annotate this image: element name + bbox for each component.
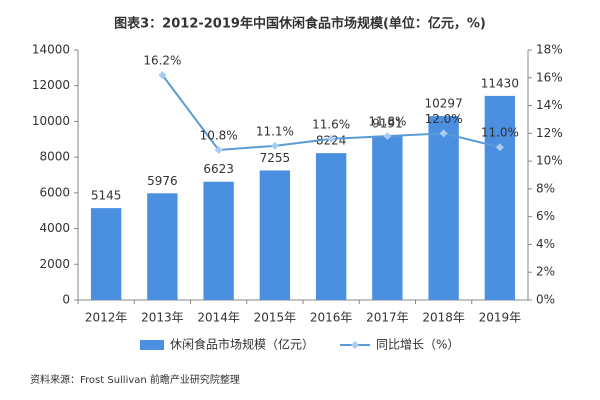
legend-swatch bbox=[140, 340, 164, 350]
bar bbox=[428, 116, 459, 300]
y-tick-label: 6000 bbox=[39, 185, 70, 199]
x-tick-label: 2013年 bbox=[141, 311, 184, 325]
bar bbox=[203, 181, 234, 300]
line-point bbox=[327, 134, 336, 143]
bar bbox=[147, 193, 178, 300]
y2-tick-label: 14% bbox=[536, 98, 563, 112]
line-value-label: 11.8% bbox=[368, 115, 406, 129]
bar-value-label: 9191 bbox=[372, 116, 403, 130]
y2-tick-label: 12% bbox=[536, 126, 563, 140]
bar-value-label: 10297 bbox=[425, 97, 463, 111]
x-tick-label: 2015年 bbox=[254, 311, 297, 325]
y2-tick-label: 16% bbox=[536, 70, 563, 84]
bar-value-label: 5145 bbox=[91, 189, 122, 203]
y2-tick-label: 10% bbox=[536, 154, 563, 168]
y-tick-label: 0 bbox=[62, 293, 70, 307]
line-point bbox=[439, 129, 448, 138]
y2-tick-label: 8% bbox=[536, 181, 555, 195]
y-tick-label: 4000 bbox=[39, 221, 70, 235]
line-value-label: 11.0% bbox=[481, 126, 519, 140]
legend-swatch bbox=[351, 341, 359, 349]
x-tick-label: 2019年 bbox=[479, 311, 522, 325]
y2-tick-label: 0% bbox=[536, 293, 555, 307]
bar-value-label: 11430 bbox=[481, 76, 519, 90]
y-tick-label: 14000 bbox=[32, 43, 70, 57]
y-tick-label: 10000 bbox=[32, 114, 70, 128]
line-value-label: 10.8% bbox=[200, 129, 238, 143]
bar-value-label: 7255 bbox=[260, 151, 291, 165]
y-tick-label: 8000 bbox=[39, 150, 70, 164]
line-point bbox=[270, 141, 279, 150]
y-tick-label: 2000 bbox=[39, 257, 70, 271]
x-tick-label: 2018年 bbox=[422, 311, 465, 325]
line-point bbox=[383, 132, 392, 141]
y2-tick-label: 4% bbox=[536, 237, 555, 251]
source-note: 资料来源：Frost Sullivan 前瞻产业研究院整理 bbox=[30, 373, 240, 386]
line-value-label: 16.2% bbox=[143, 54, 181, 68]
y2-tick-label: 18% bbox=[536, 43, 563, 57]
bar bbox=[259, 170, 291, 300]
x-tick-label: 2014年 bbox=[197, 311, 240, 325]
bar bbox=[372, 135, 403, 300]
line-point bbox=[214, 146, 223, 154]
chart-title: 图表3：2012-2019年中国休闲食品市场规模(单位：亿元，%) bbox=[114, 16, 486, 32]
line-value-label: 11.6% bbox=[312, 117, 350, 131]
bar bbox=[484, 95, 516, 301]
x-tick-label: 2012年 bbox=[85, 311, 128, 325]
line-value-label: 11.1% bbox=[256, 124, 294, 138]
bar-value-label: 6623 bbox=[203, 162, 234, 176]
y2-tick-label: 6% bbox=[536, 209, 555, 223]
line-value-label: 12.0% bbox=[425, 112, 463, 126]
bar bbox=[315, 153, 347, 300]
legend-label: 同比增长（%） bbox=[376, 338, 459, 352]
bar-value-label: 5976 bbox=[147, 174, 178, 188]
y-tick-label: 12000 bbox=[32, 78, 70, 92]
x-tick-label: 2016年 bbox=[310, 311, 353, 325]
x-tick-label: 2017年 bbox=[366, 311, 409, 325]
line-point bbox=[158, 71, 167, 79]
y2-tick-label: 2% bbox=[536, 265, 555, 279]
bar bbox=[90, 208, 122, 300]
line-point bbox=[495, 143, 504, 152]
legend-label: 休闲食品市场规模（亿元） bbox=[170, 337, 314, 352]
